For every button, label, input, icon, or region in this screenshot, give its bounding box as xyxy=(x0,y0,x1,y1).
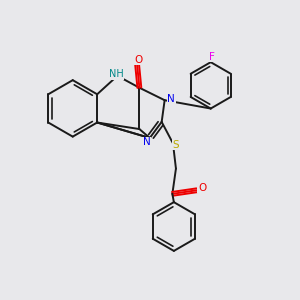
Text: F: F xyxy=(209,52,215,62)
Text: O: O xyxy=(198,183,206,193)
Text: N: N xyxy=(143,137,151,147)
Text: O: O xyxy=(134,55,142,65)
Text: N: N xyxy=(167,94,175,104)
Text: NH: NH xyxy=(109,69,123,80)
Text: S: S xyxy=(172,140,179,150)
